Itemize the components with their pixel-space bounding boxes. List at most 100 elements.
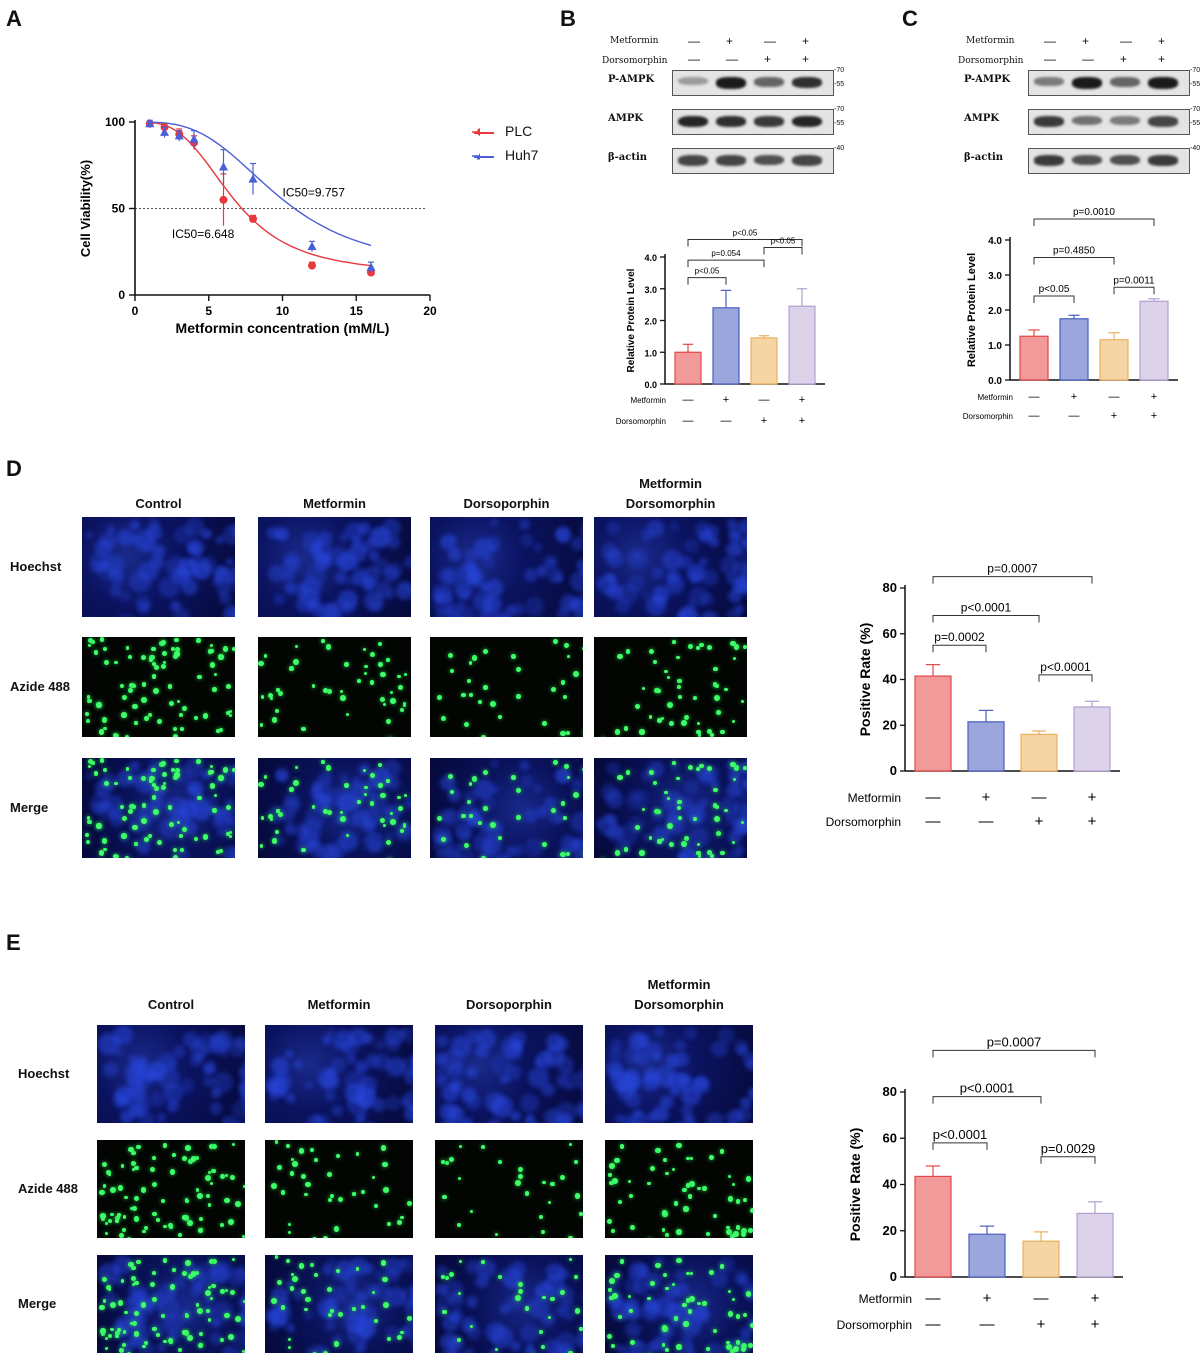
nucleus-blob: [581, 1086, 583, 1100]
nucleus-blob: [636, 1264, 651, 1279]
green-cell: [235, 1316, 242, 1323]
green-cell: [128, 808, 134, 814]
nucleus-blob: [119, 591, 131, 602]
green-cell: [456, 1222, 461, 1227]
nucleus-blob: [464, 549, 478, 563]
green-cell: [402, 701, 406, 705]
nucleus-blob: [694, 1076, 709, 1091]
green-cell: [115, 1330, 120, 1336]
green-cell: [386, 1221, 391, 1227]
green-cell: [338, 1312, 343, 1318]
green-cell: [286, 1258, 291, 1264]
green-cell: [167, 1337, 173, 1343]
nucleus-blob: [664, 1054, 680, 1069]
nucleus-blob: [436, 1305, 448, 1317]
nucleus-blob: [718, 1026, 736, 1044]
nucleus-blob: [447, 547, 462, 562]
micrograph-hoechst: [605, 1025, 753, 1123]
nucleus-blob: [665, 816, 685, 835]
green-cell: [231, 1142, 235, 1146]
nucleus-blob: [138, 601, 151, 614]
nucleus-blob: [345, 576, 355, 587]
green-cell: [274, 829, 280, 835]
nucleus-blob: [129, 774, 141, 787]
y-tick-label: 0.0: [988, 376, 1002, 387]
nucleus-blob: [178, 557, 199, 578]
dorsomorphin-sign: +: [761, 415, 767, 427]
green-cell: [162, 1258, 168, 1263]
nucleus-blob: [209, 1034, 229, 1054]
dorsomorphin-label: Dorsomorphin: [958, 56, 1024, 66]
green-cell: [121, 833, 127, 839]
nucleus-blob: [683, 1027, 697, 1041]
green-cell: [215, 850, 220, 854]
nucleus-blob: [301, 531, 323, 553]
green-cell: [510, 654, 516, 659]
green-cell: [133, 1311, 139, 1317]
green-cell: [379, 817, 386, 824]
nucleus-blob: [304, 1345, 327, 1353]
green-cell: [447, 774, 453, 780]
nucleus-blob: [565, 1311, 575, 1321]
green-cell: [397, 1220, 403, 1226]
metformin-sign: —: [759, 394, 770, 406]
nucleus-blob: [351, 777, 363, 788]
micrograph-hoechst: [594, 517, 747, 617]
green-cell: [662, 1272, 667, 1277]
nucleus-blob: [735, 578, 747, 593]
nucleus-blob: [543, 1275, 565, 1297]
nucleus-blob: [312, 779, 323, 791]
green-cell: [382, 1187, 389, 1194]
green-cell: [190, 1271, 197, 1277]
y-tick-label: 4.0: [988, 236, 1002, 247]
nucleus-blob: [640, 1302, 660, 1322]
nucleus-blob: [606, 762, 620, 776]
dorsomorphin-sign: +: [1158, 52, 1166, 66]
nucleus-blob: [209, 1264, 229, 1284]
y-axis-label: Positive Rate (%): [847, 1128, 863, 1242]
green-cell: [141, 682, 147, 687]
nucleus-blob: [238, 1298, 245, 1311]
nucleus-blob: [748, 1087, 753, 1101]
nucleus-blob: [386, 1056, 407, 1077]
y-axis-label: Cell Viability(%): [78, 160, 93, 257]
nucleus-blob: [222, 1116, 237, 1123]
green-cell: [563, 815, 567, 820]
green-cell: [686, 1271, 690, 1276]
green-cell: [516, 666, 522, 672]
nucleus-blob: [705, 524, 719, 539]
green-cell: [440, 1160, 445, 1164]
metformin-label: Metformin: [610, 36, 659, 46]
green-cell: [615, 729, 621, 735]
nucleus-blob: [734, 845, 744, 855]
green-cell: [141, 817, 148, 824]
green-cell: [153, 809, 160, 816]
nucleus-blob: [575, 593, 583, 608]
green-cell: [136, 1260, 141, 1265]
nucleus-blob: [490, 1053, 512, 1075]
nucleus-blob: [439, 1119, 457, 1123]
green-cell: [313, 1272, 318, 1277]
green-cell: [121, 815, 128, 822]
nucleus-blob: [366, 1054, 380, 1069]
nucleus-blob: [349, 1027, 368, 1047]
nucleus-blob: [98, 1263, 120, 1285]
nucleus-blob: [187, 783, 199, 795]
green-cell: [152, 1271, 156, 1275]
green-cell: [550, 686, 557, 693]
green-cell: [263, 775, 267, 779]
bar: [914, 675, 952, 772]
nucleus-blob: [295, 823, 311, 839]
nucleus-blob: [84, 530, 94, 540]
green-cell: [664, 1232, 670, 1237]
nucleus-blob: [642, 590, 652, 601]
nucleus-blob: [455, 1122, 476, 1123]
nucleus-blob: [385, 534, 400, 549]
nucleus-blob: [225, 557, 235, 567]
nucleus-blob: [627, 1121, 649, 1123]
p-value-label: p=0.0002: [934, 630, 985, 644]
green-cell: [197, 1307, 204, 1314]
green-cell: [563, 763, 569, 769]
nucleus-blob: [463, 560, 477, 574]
green-cell: [699, 763, 704, 769]
